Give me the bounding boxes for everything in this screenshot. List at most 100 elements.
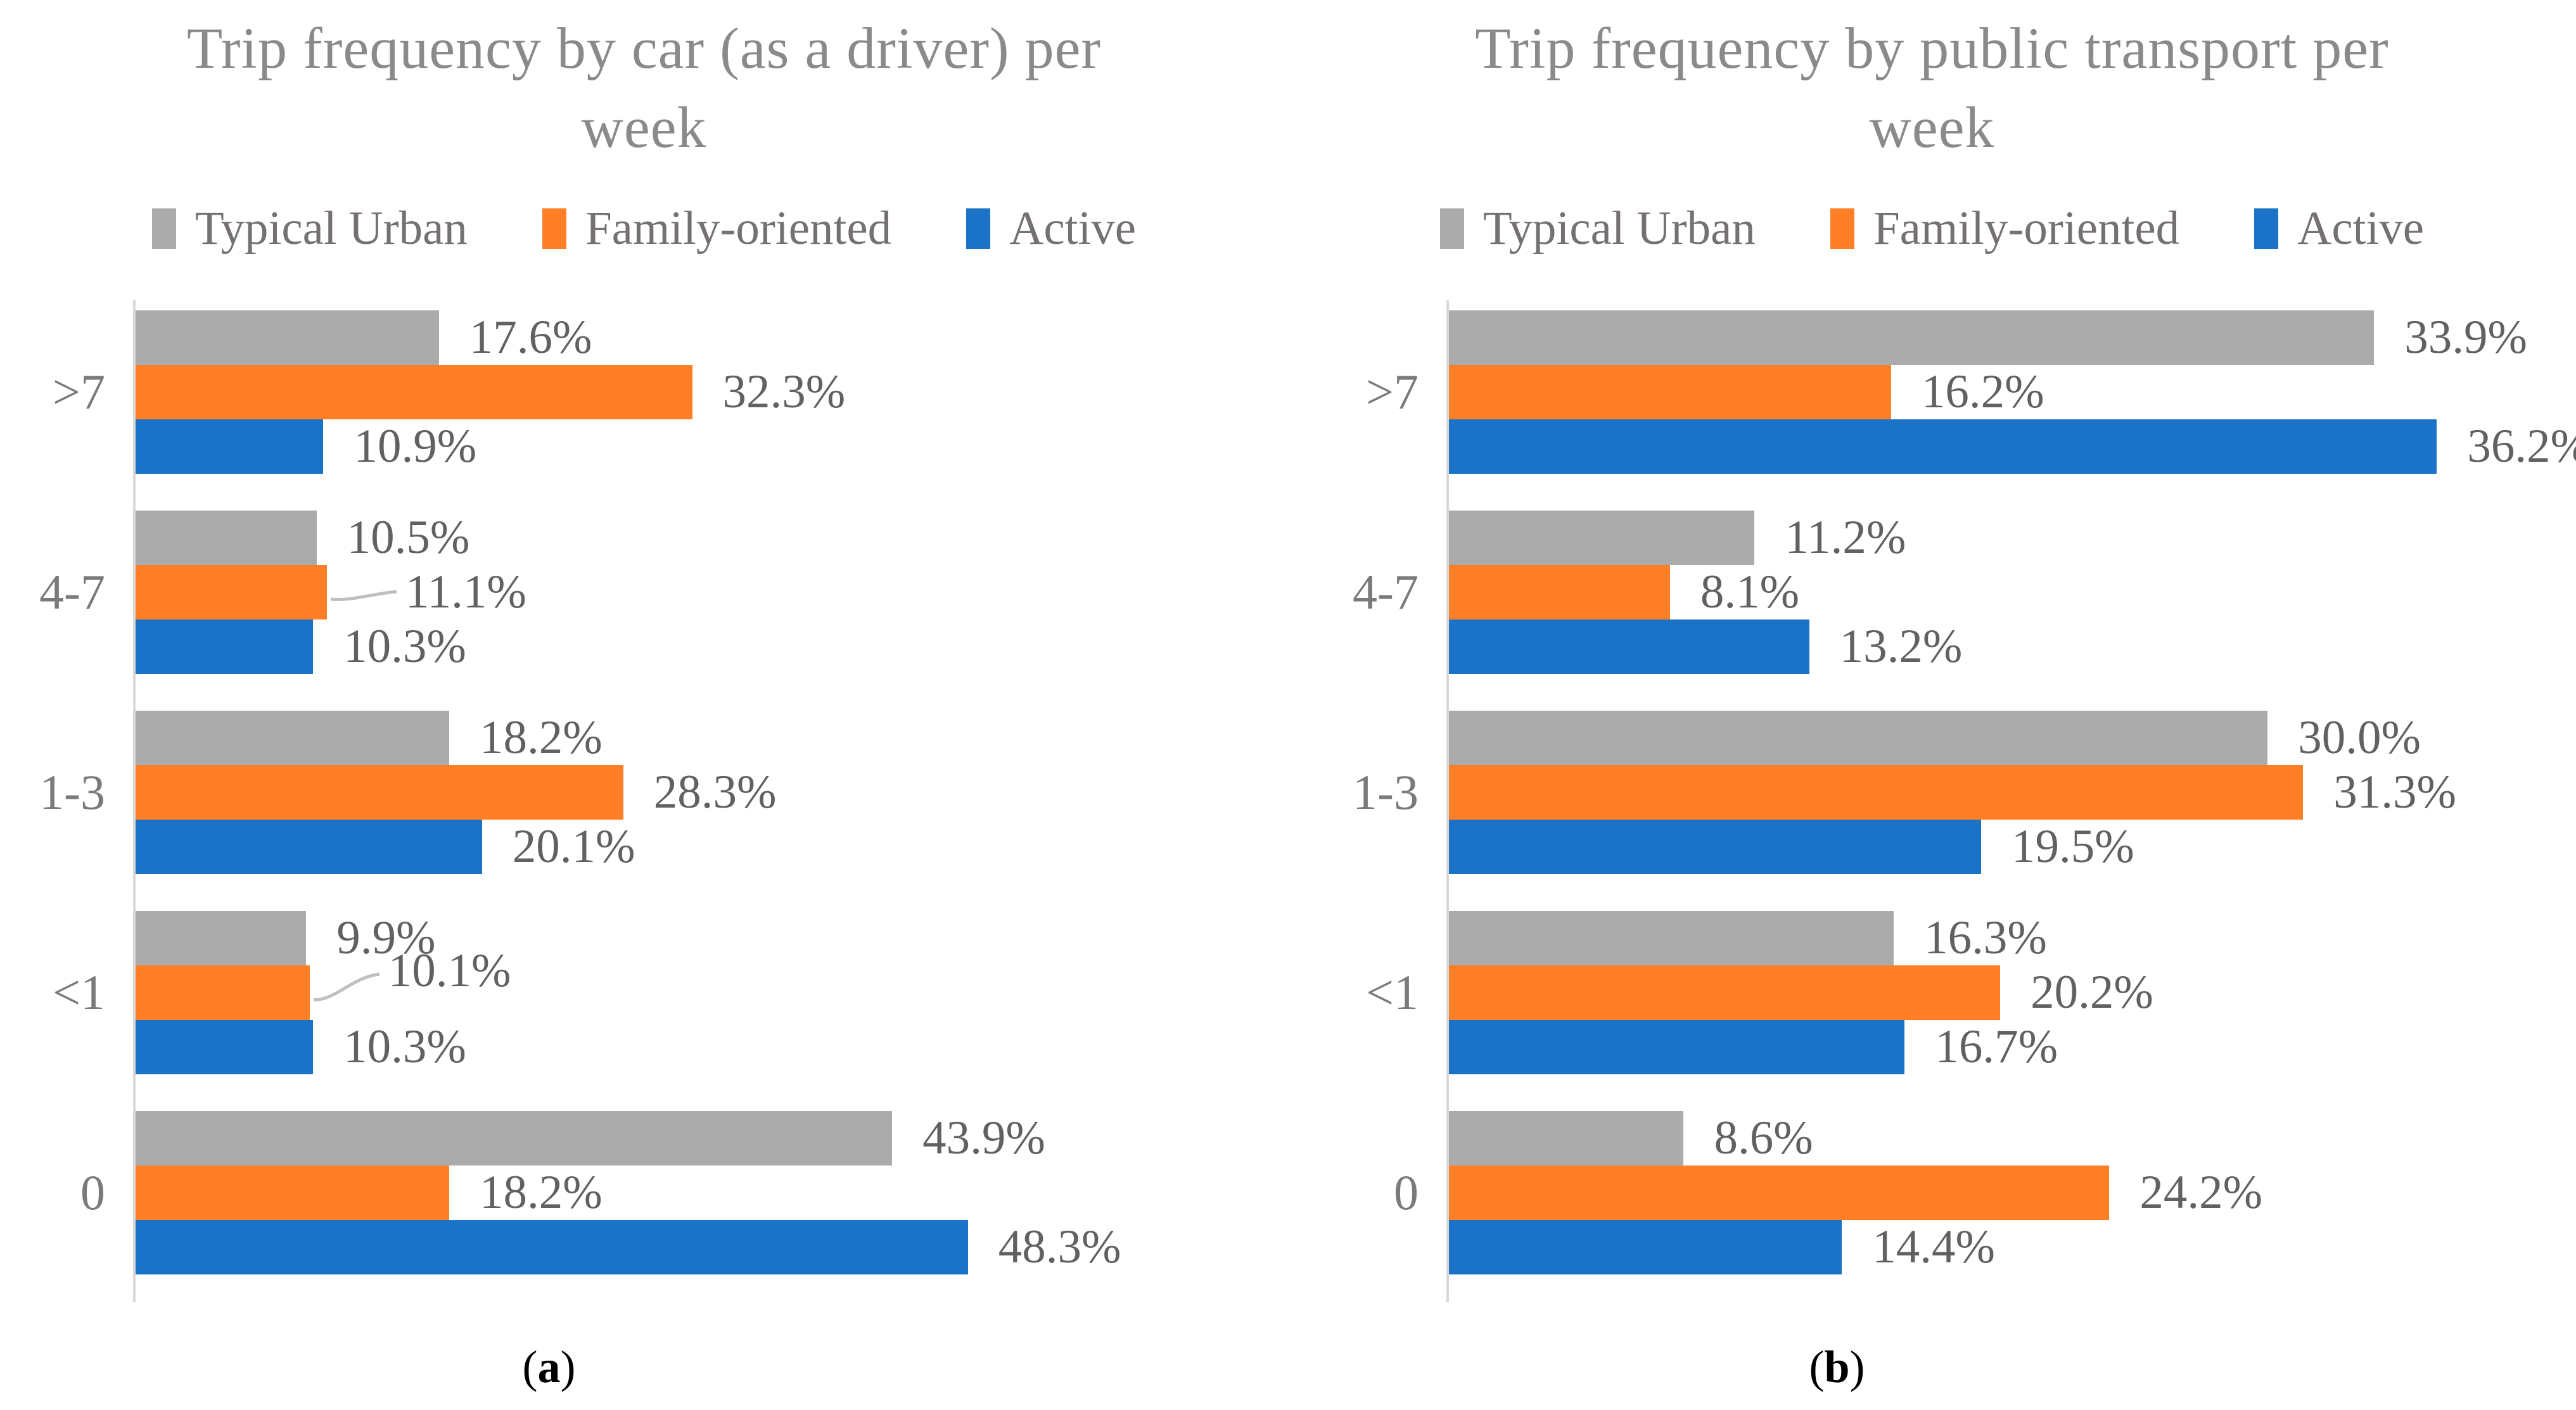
- category-label-gt7: >7: [53, 364, 105, 420]
- bar-row-active-4-7: 10.3%: [136, 619, 1256, 675]
- bar-row-family-oriented-4-7: 8.1%: [1449, 565, 2541, 620]
- bar-row-family-oriented-1-3: 28.3%: [136, 765, 1256, 820]
- bar-row-active-0: 48.3%: [136, 1220, 1256, 1275]
- leader-line: [330, 590, 397, 602]
- data-label-family-oriented-gt7: 16.2%: [1921, 365, 2044, 419]
- chart-title-a-line1: Trip frequency by car (as a driver) per: [186, 16, 1102, 80]
- bar-family-oriented-gt7: [136, 365, 692, 420]
- bar-row-typical-urban-0: 8.6%: [1449, 1111, 2541, 1166]
- bar-active-1-3: [1449, 820, 1981, 875]
- bar-group-gt7: >7 17.6% 32.3% 10.9%: [53, 310, 1256, 474]
- data-label-active-gt7: 10.9%: [354, 420, 477, 473]
- category-label-0: 0: [80, 1165, 105, 1221]
- bar-active-0: [136, 1220, 968, 1275]
- bar-active-4-7: [1449, 619, 1809, 675]
- bar-row-family-oriented-0: 24.2%: [1449, 1165, 2541, 1221]
- bar-typical-urban-4-7: [1449, 511, 1755, 566]
- bar-group-lt1: <1 9.9% 10.1% 10.3%: [53, 911, 1256, 1075]
- chart-title-a: Trip frequency by car (as a driver) per …: [0, 0, 1288, 167]
- data-label-family-oriented-0: 24.2%: [2139, 1166, 2263, 1219]
- data-label-family-oriented-4-7: 8.1%: [1700, 566, 1800, 619]
- chart-title-b: Trip frequency by public transport per w…: [1288, 0, 2576, 167]
- bar-row-family-oriented-1-3: 31.3%: [1449, 765, 2541, 820]
- data-label-active-1-3: 19.5%: [2011, 820, 2134, 873]
- caption-b-close-paren: ): [1849, 1342, 1865, 1392]
- data-label-typical-urban-0: 8.6%: [1714, 1112, 1813, 1165]
- legend-swatch-active: [2254, 208, 2279, 250]
- bar-active-1-3: [136, 820, 482, 875]
- category-label-lt1: <1: [53, 965, 105, 1020]
- bar-row-family-oriented-4-7: 11.1%: [136, 565, 1256, 620]
- caption-a-close-paren: ): [560, 1342, 576, 1392]
- data-label-family-oriented-4-7: 11.1%: [405, 566, 526, 619]
- chart-title-a-line2: week: [581, 95, 707, 160]
- bar-row-typical-urban-4-7: 10.5%: [136, 511, 1256, 566]
- bar-group-1-3: 1-3 18.2% 28.3% 20.1%: [39, 711, 1256, 875]
- legend-item-active: Active: [2254, 201, 2424, 256]
- bar-family-oriented-lt1: [1449, 965, 2001, 1020]
- bar-row-active-1-3: 19.5%: [1449, 820, 2541, 875]
- legend-label-family-oriented: Family-oriented: [1873, 202, 2180, 255]
- legend-item-active: Active: [966, 201, 1136, 256]
- bar-family-oriented-4-7: [1449, 565, 1670, 620]
- bar-active-gt7: [1449, 419, 2437, 474]
- caption-b-open-paren: (: [1809, 1342, 1825, 1392]
- bar-typical-urban-0: [136, 1111, 893, 1166]
- bar-group-lt1: <1 16.3% 20.2% 16.7%: [1366, 911, 2541, 1075]
- legend-swatch-typical-urban: [1439, 208, 1464, 250]
- chart-title-b-line1: Trip frequency by public transport per: [1475, 16, 2389, 80]
- legend-item-family-oriented: Family-oriented: [542, 201, 891, 256]
- legend-label-active: Active: [1009, 202, 1137, 255]
- bar-row-family-oriented-gt7: 16.2%: [1449, 365, 2541, 420]
- legend-swatch-active: [966, 208, 991, 250]
- chart-panel-a: Trip frequency by car (as a driver) per …: [0, 0, 1288, 1394]
- data-label-active-1-3: 20.1%: [512, 820, 635, 873]
- caption-b-letter: b: [1824, 1342, 1850, 1392]
- category-label-1-3: 1-3: [39, 765, 105, 820]
- bar-row-active-1-3: 20.1%: [136, 820, 1256, 875]
- data-label-family-oriented-lt1: 10.1%: [388, 944, 511, 998]
- data-label-active-4-7: 13.2%: [1839, 620, 1963, 673]
- chart-panel-b: Trip frequency by public transport per w…: [1288, 0, 2576, 1410]
- bar-row-family-oriented-0: 18.2%: [136, 1165, 1256, 1221]
- bar-row-typical-urban-lt1: 16.3%: [1449, 911, 2541, 966]
- legend-label-typical-urban: Typical Urban: [194, 202, 468, 255]
- category-label-0: 0: [1394, 1165, 1419, 1221]
- bar-family-oriented-4-7: [136, 565, 327, 620]
- legend-label-typical-urban: Typical Urban: [1482, 202, 1756, 255]
- bar-family-oriented-0: [1449, 1165, 2110, 1221]
- category-label-gt7: >7: [1366, 364, 1419, 420]
- bar-row-typical-urban-1-3: 30.0%: [1449, 711, 2541, 766]
- chart-title-b-line2: week: [1869, 95, 1995, 160]
- bar-typical-urban-gt7: [136, 310, 439, 365]
- data-label-typical-urban-gt7: 33.9%: [2404, 311, 2527, 364]
- caption-a: (a): [0, 1341, 1193, 1394]
- bar-row-active-0: 14.4%: [1449, 1220, 2541, 1275]
- bar-active-lt1: [1449, 1020, 1905, 1075]
- data-label-typical-urban-0: 43.9%: [922, 1112, 1045, 1165]
- bar-active-gt7: [136, 419, 324, 474]
- category-label-4-7: 4-7: [1353, 564, 1419, 620]
- bar-row-typical-urban-0: 43.9%: [136, 1111, 1256, 1166]
- data-label-active-4-7: 10.3%: [343, 620, 466, 673]
- bar-family-oriented-lt1: [136, 965, 310, 1020]
- bar-family-oriented-1-3: [136, 765, 623, 820]
- data-label-active-lt1: 10.3%: [343, 1020, 466, 1074]
- plot-area-a: >7 17.6% 32.3% 10.9% 4-7 10.5% 11.1% 10.3% 1-3 18…: [39, 300, 1256, 1303]
- data-label-typical-urban-4-7: 10.5%: [347, 511, 470, 564]
- bar-group-4-7: 4-7 10.5% 11.1% 10.3%: [39, 511, 1256, 675]
- bar-row-active-lt1: 16.7%: [1449, 1020, 2541, 1075]
- data-label-typical-urban-gt7: 17.6%: [469, 311, 592, 364]
- bar-row-typical-urban-1-3: 18.2%: [136, 711, 1256, 766]
- bar-active-4-7: [136, 619, 314, 675]
- data-label-typical-urban-lt1: 9.9%: [336, 911, 436, 965]
- bar-row-family-oriented-lt1: 20.2%: [1449, 965, 2541, 1020]
- bar-typical-urban-0: [1449, 1111, 1684, 1166]
- bar-row-typical-urban-gt7: 17.6%: [136, 310, 1256, 365]
- caption-a-letter: a: [537, 1342, 561, 1392]
- bar-typical-urban-1-3: [136, 711, 450, 766]
- category-label-lt1: <1: [1366, 965, 1419, 1020]
- legend-label-family-oriented: Family-oriented: [585, 202, 892, 255]
- caption-a-open-paren: (: [522, 1342, 538, 1392]
